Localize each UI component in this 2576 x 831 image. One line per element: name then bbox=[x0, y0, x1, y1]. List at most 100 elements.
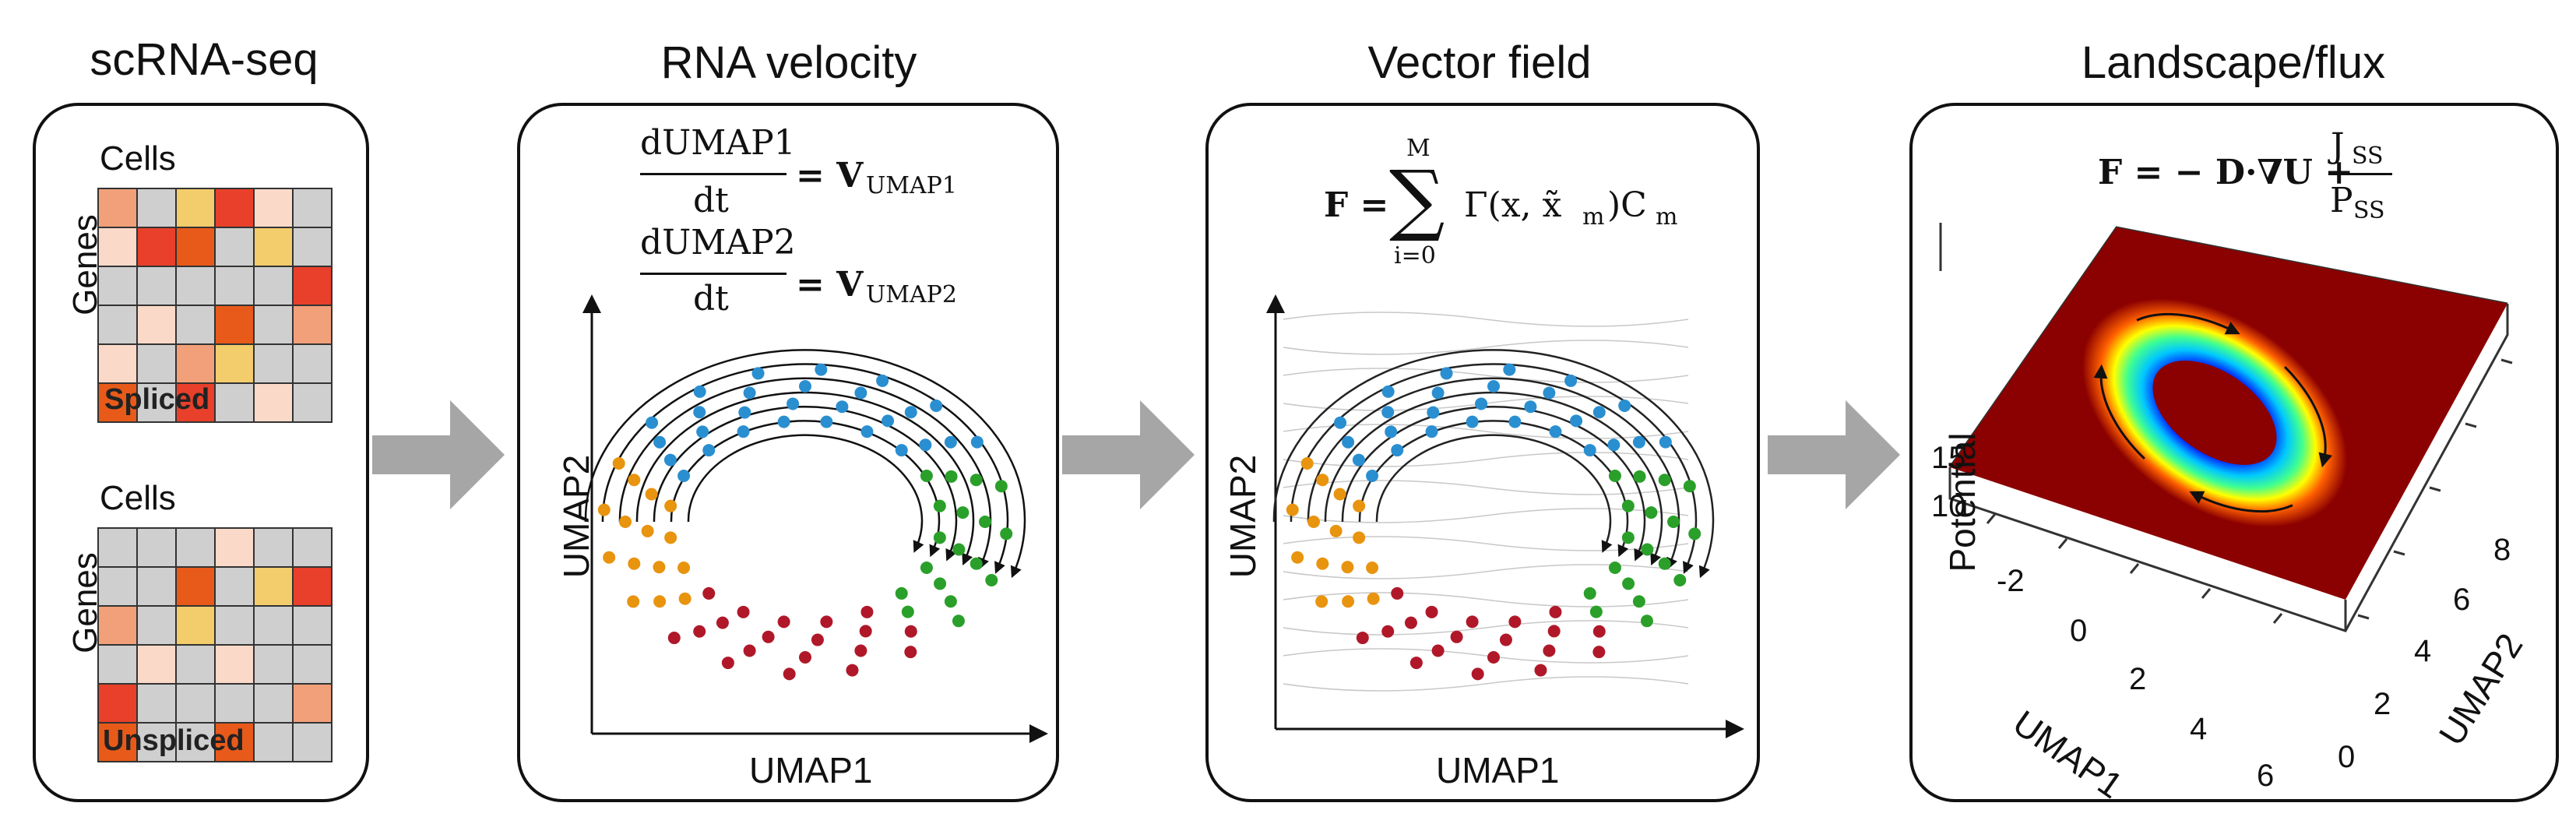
landscape-right-tick-mark bbox=[2429, 486, 2441, 492]
velocity-plot bbox=[582, 294, 1048, 743]
velocity-cell-dot bbox=[994, 480, 1008, 493]
unspliced-matrix-cell bbox=[253, 527, 294, 568]
velocity-cell-dot bbox=[628, 474, 641, 487]
landscape-x-tick-4: 6 bbox=[2257, 759, 2275, 793]
vector-cell-dot bbox=[1564, 374, 1578, 387]
velocity-cell-dot bbox=[702, 586, 716, 600]
velocity-eq1-rhs: = V bbox=[796, 156, 864, 195]
vector-cell-dot bbox=[1381, 406, 1395, 419]
vector-cell-dot bbox=[1508, 415, 1522, 428]
vector-cell-dot bbox=[1534, 664, 1547, 677]
landscape-z-tick-15: 15 bbox=[1931, 441, 1966, 475]
velocity-cell-dot bbox=[751, 367, 765, 380]
landscape-right-tick-0: 0 bbox=[2338, 740, 2356, 774]
velocity-cell-dot bbox=[627, 595, 640, 608]
velocity-cell-dot bbox=[952, 614, 965, 628]
velocity-cell-dot bbox=[882, 414, 895, 428]
spliced-matrix-cell bbox=[253, 188, 294, 228]
unspliced-matrix-cell bbox=[214, 683, 255, 724]
velocity-cell-dot bbox=[667, 632, 681, 645]
velocity-cell-dot bbox=[859, 625, 872, 638]
velocity-cell-dot bbox=[904, 646, 917, 659]
velocity-cell-dot bbox=[945, 470, 958, 483]
velocity-cell-dot bbox=[904, 625, 917, 638]
vector-cell-dot bbox=[1543, 644, 1556, 657]
velocity-cell-dot bbox=[970, 557, 983, 570]
unspliced-matrix-cell bbox=[253, 566, 294, 607]
velocity-cell-dot bbox=[836, 400, 849, 414]
spliced-matrix-cell bbox=[175, 305, 216, 345]
vector-cell-dot bbox=[1607, 438, 1621, 452]
velocity-cell-dot bbox=[934, 577, 947, 590]
vector-cell-dot bbox=[1366, 469, 1379, 482]
spliced-matrix-cell bbox=[175, 382, 216, 423]
velocity-cell-dot bbox=[985, 574, 998, 587]
unspliced-matrix-cell bbox=[136, 683, 177, 724]
velocity-cell-dot bbox=[815, 363, 828, 376]
vector-cell-dot bbox=[1641, 543, 1654, 556]
flow-arrow-3 bbox=[1768, 400, 1900, 509]
vector-eq-rhs-end-sub: m bbox=[1656, 203, 1678, 231]
velocity-cell-dot bbox=[641, 524, 654, 537]
vector-background-flow bbox=[1283, 480, 1689, 495]
vector-cell-dot bbox=[1427, 406, 1440, 419]
vector-cell-dot bbox=[1334, 416, 1347, 429]
vector-cell-dot bbox=[1381, 385, 1395, 398]
velocity-cell-dot bbox=[895, 586, 908, 600]
velocity-cell-dot bbox=[811, 633, 824, 646]
velocity-cell-dot bbox=[721, 657, 734, 670]
spliced-matrix-cell bbox=[136, 266, 177, 306]
velocity-cell-dot bbox=[677, 562, 691, 575]
vector-cell-dot bbox=[1608, 469, 1621, 482]
panel-title-vector: Vector field bbox=[1367, 37, 1592, 88]
velocity-cell-dot bbox=[970, 474, 983, 487]
vector-cell-dot bbox=[1508, 615, 1522, 629]
vector-cell-dot bbox=[1547, 625, 1561, 638]
velocity-eq1-sub: UMAP1 bbox=[866, 172, 957, 199]
velocity-eq2-num: dUMAP2 bbox=[640, 223, 796, 262]
velocity-cell-dot bbox=[653, 595, 667, 608]
landscape-right-tick-4: 8 bbox=[2493, 533, 2511, 567]
velocity-cell-dot bbox=[696, 425, 709, 438]
landscape-left-tick-mark bbox=[2201, 588, 2212, 599]
velocity-cell-dot bbox=[933, 531, 946, 544]
vector-cell-dot bbox=[1431, 386, 1445, 400]
vector-x-label: UMAP1 bbox=[1436, 750, 1560, 791]
spliced-matrix-cell bbox=[136, 227, 177, 267]
velocity-cell-dot bbox=[653, 561, 666, 574]
vector-background-flow bbox=[1283, 312, 1689, 327]
velocity-cell-dot bbox=[597, 503, 611, 516]
vector-cell-dot bbox=[1381, 625, 1395, 638]
velocity-cell-dot bbox=[787, 397, 800, 410]
vector-cell-dot bbox=[1487, 380, 1500, 393]
vector-cell-dot bbox=[1352, 453, 1365, 467]
velocity-cell-dot bbox=[645, 488, 658, 501]
velocity-cell-dot bbox=[860, 605, 874, 618]
velocity-cell-dot bbox=[854, 644, 867, 657]
velocity-cell-dot bbox=[920, 469, 933, 482]
vector-eq-rhs-end: )C bbox=[1607, 185, 1647, 225]
vector-cell-dot bbox=[1658, 557, 1671, 570]
unspliced-matrix-cell bbox=[97, 644, 138, 685]
vector-cell-dot bbox=[1431, 644, 1445, 657]
vector-cell-dot bbox=[1329, 524, 1343, 537]
spliced-matrix-cell bbox=[97, 305, 138, 345]
vector-cell-dot bbox=[1499, 633, 1512, 646]
velocity-streamline bbox=[601, 363, 1009, 574]
spliced-matrix-cell bbox=[214, 188, 255, 228]
spliced-label: Spliced bbox=[104, 383, 210, 416]
spliced-matrix-cell bbox=[97, 343, 138, 384]
unspliced-matrix-cell bbox=[253, 644, 294, 685]
landscape-x-tick-1: 0 bbox=[2070, 614, 2088, 648]
spliced-matrix-cell bbox=[175, 343, 216, 384]
vector-cell-dot bbox=[1409, 657, 1423, 670]
velocity-cell-dot bbox=[930, 399, 943, 412]
unspliced-matrix-cell bbox=[214, 605, 255, 646]
velocity-cell-dot bbox=[762, 630, 775, 643]
landscape-left-tick-mark bbox=[1986, 513, 1997, 524]
velocity-cell-dot bbox=[820, 615, 833, 629]
velocity-eq1-num: dUMAP1 bbox=[640, 123, 796, 163]
unspliced-matrix-cell bbox=[292, 683, 333, 724]
velocity-eq1-bar bbox=[640, 173, 787, 175]
